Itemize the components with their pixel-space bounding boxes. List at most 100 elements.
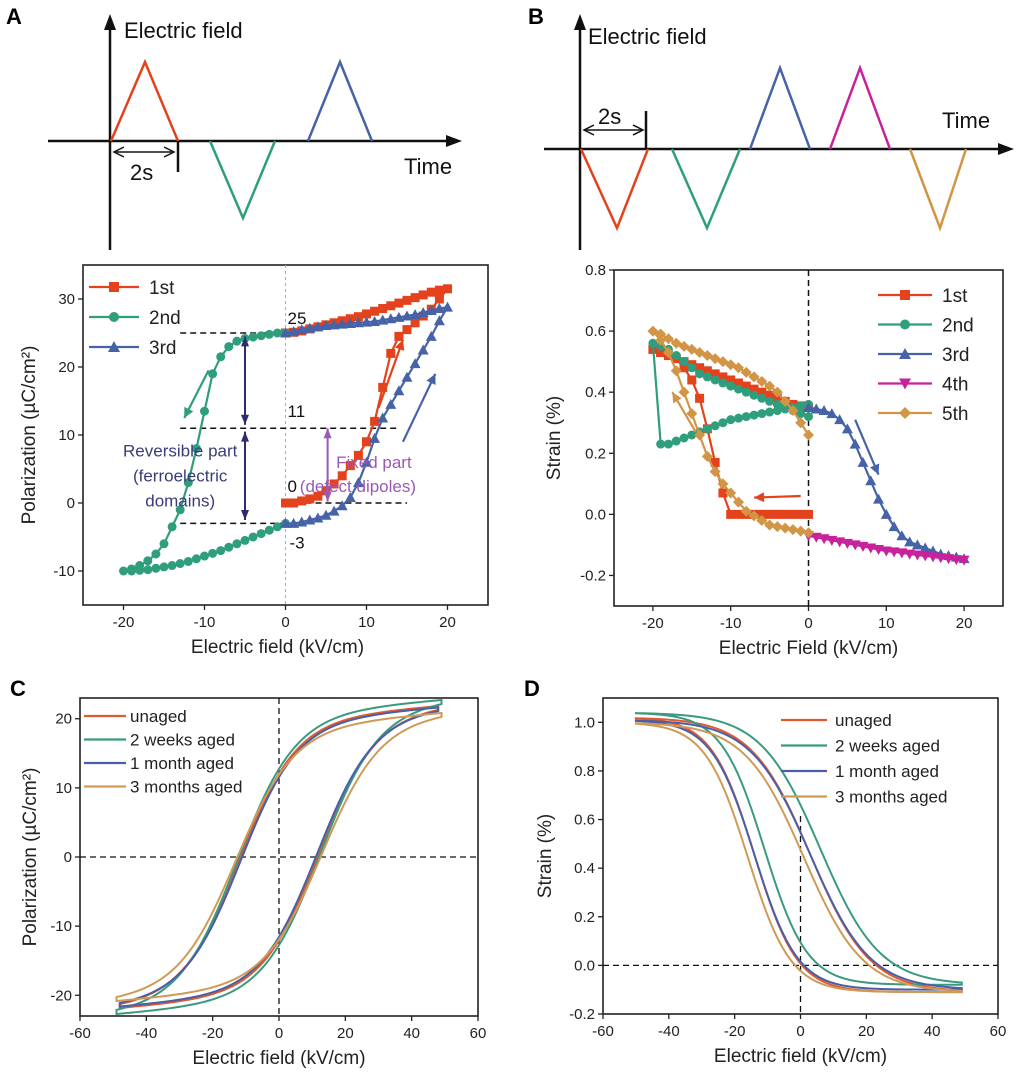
data-point <box>796 509 806 519</box>
data-point <box>818 405 830 416</box>
data-point <box>779 522 791 534</box>
data-point <box>296 324 308 335</box>
level-label: 11 <box>288 402 306 421</box>
data-point <box>780 509 790 519</box>
x-tick-label: -20 <box>724 1023 746 1040</box>
data-point <box>248 532 258 542</box>
data-point <box>834 414 846 425</box>
data-point <box>208 548 218 558</box>
legend-label: 2 weeks aged <box>130 731 235 750</box>
x-tick-label: 10 <box>358 614 375 631</box>
x-tick-label: 40 <box>924 1023 941 1040</box>
data-point <box>765 390 775 400</box>
data-point <box>950 555 962 566</box>
y-tick-label: 0.4 <box>585 384 606 401</box>
data-point <box>256 529 266 539</box>
data-point <box>679 357 689 367</box>
direction-arrow-head <box>426 373 436 385</box>
data-point <box>679 363 689 373</box>
data-point <box>418 290 428 300</box>
panel-letter-d: D <box>524 676 540 701</box>
data-point <box>281 498 290 508</box>
data-point <box>304 514 316 525</box>
data-point <box>240 535 250 545</box>
y-tick-label: 0 <box>67 495 75 512</box>
data-point <box>377 412 389 423</box>
data-point <box>857 541 869 552</box>
data-point <box>662 333 674 345</box>
data-point <box>183 478 193 488</box>
data-point <box>732 496 744 508</box>
series-loop-2 weeks aged <box>115 698 443 1016</box>
series-loop-unaged <box>118 704 440 1010</box>
data-point <box>671 351 681 361</box>
data-point <box>143 565 153 575</box>
data-point <box>873 493 885 504</box>
y-tick-label: -0.2 <box>580 567 606 584</box>
data-point <box>200 551 209 561</box>
data-point <box>726 415 736 425</box>
data-point <box>795 417 807 429</box>
data-point <box>733 509 743 519</box>
data-point <box>919 542 931 553</box>
data-point <box>175 559 185 569</box>
y-tick-label: -10 <box>50 918 72 935</box>
data-point <box>756 375 768 387</box>
data-point <box>896 548 908 559</box>
direction-arrow-head <box>184 406 194 418</box>
y-tick-label: 10 <box>58 427 75 444</box>
data-point <box>410 293 420 303</box>
data-point <box>904 549 916 560</box>
data-point <box>248 332 258 342</box>
data-point <box>695 369 705 379</box>
data-point <box>732 362 744 374</box>
data-point <box>394 331 404 341</box>
waveform-a-ylabel: Electric field <box>124 18 243 43</box>
data-point <box>764 380 776 392</box>
data-point <box>733 378 743 388</box>
x-tick-label: -10 <box>720 615 742 632</box>
data-point <box>725 487 737 499</box>
data-point <box>787 405 799 417</box>
data-point <box>772 393 782 403</box>
reversible-label: Reversible part <box>123 442 238 461</box>
data-point <box>726 381 736 391</box>
y-tick-label: 0.6 <box>585 323 606 340</box>
data-point <box>718 372 728 382</box>
data-point <box>361 316 372 327</box>
data-point <box>442 301 453 312</box>
x-tick-label: 20 <box>337 1025 354 1042</box>
data-point <box>328 319 340 330</box>
data-point <box>765 509 775 519</box>
x-tick-label: -10 <box>194 614 216 631</box>
data-point <box>151 563 161 573</box>
data-point <box>865 543 877 554</box>
data-point <box>740 366 752 378</box>
data-point <box>710 457 720 467</box>
data-point <box>433 303 445 314</box>
waveform-a-pulse-1 <box>109 58 180 142</box>
data-point <box>741 381 751 391</box>
data-point <box>224 342 234 352</box>
data-point <box>402 325 412 335</box>
data-point <box>803 429 814 441</box>
data-point <box>911 550 923 561</box>
data-point <box>656 439 666 449</box>
data-point <box>312 321 324 332</box>
direction-arrow-head <box>672 392 682 404</box>
y-tick-label: -0.2 <box>569 1006 595 1023</box>
x-tick-label: -60 <box>69 1025 91 1042</box>
data-point <box>370 416 380 426</box>
panel-letter-a: A <box>6 4 22 29</box>
data-point <box>224 542 234 552</box>
chart-b: -20 -10 0 10 20 -0.2 0.0 0.2 0.4 0.6 0.8 Electric F… <box>544 262 1004 659</box>
data-point <box>779 395 791 407</box>
data-point <box>159 562 169 572</box>
data-point <box>927 552 939 563</box>
y-tick-label: 0.8 <box>585 262 606 279</box>
data-point <box>818 534 830 545</box>
data-point <box>336 500 348 511</box>
data-point <box>772 399 782 409</box>
chart-d: -60 -40 -20 0 20 40 60 -0.2 0.0 0.2 0.4 0.6 0.8 1.0 El… <box>535 697 1006 1067</box>
data-point <box>757 393 767 403</box>
